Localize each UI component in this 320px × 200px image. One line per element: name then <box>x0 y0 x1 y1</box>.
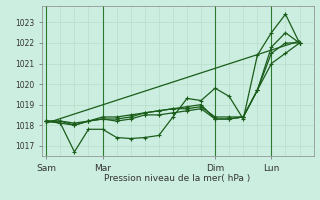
X-axis label: Pression niveau de la mer( hPa ): Pression niveau de la mer( hPa ) <box>104 174 251 183</box>
